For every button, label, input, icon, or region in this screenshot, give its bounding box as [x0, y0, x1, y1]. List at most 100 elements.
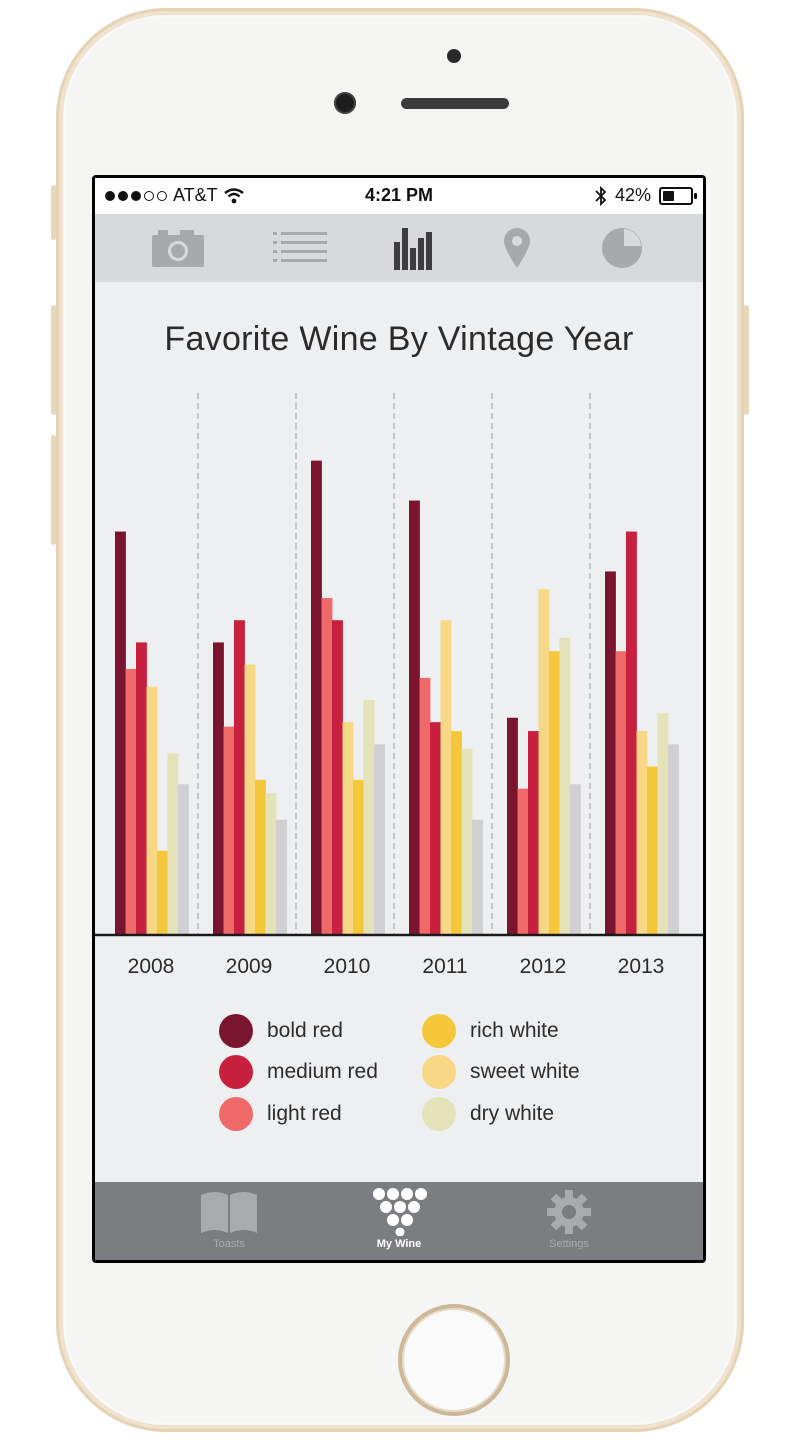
bar [430, 722, 441, 935]
bar [440, 620, 452, 935]
bar [461, 748, 473, 935]
bar [419, 677, 431, 935]
bar [276, 819, 287, 935]
bar [636, 731, 648, 935]
x-tick-label: 2011 [422, 955, 467, 978]
bar [125, 669, 137, 935]
tab-toasts-label: Toasts [213, 1238, 245, 1250]
bar [647, 766, 658, 935]
bar [234, 620, 245, 935]
nav-bar-chart[interactable] [384, 224, 444, 272]
legend-label: sweet white [470, 1060, 580, 1083]
bar [570, 784, 581, 935]
bar [472, 819, 483, 935]
legend-label: dry white [470, 1102, 555, 1125]
bar [136, 642, 147, 935]
wifi-icon [223, 187, 244, 203]
volume-up-button[interactable] [51, 305, 56, 415]
front-camera-icon [334, 92, 356, 114]
app-content: AT&T 4:21 PM 42% [95, 178, 703, 1260]
legend-swatch [422, 1014, 456, 1048]
bar-chart-icon [394, 228, 432, 270]
carrier-name: AT&T [173, 185, 218, 205]
grapes-icon [373, 1188, 427, 1236]
book-icon [201, 1192, 257, 1233]
bar [342, 722, 354, 935]
list-icon [273, 232, 327, 262]
nav-location[interactable] [487, 224, 547, 272]
bar [374, 744, 385, 935]
battery-icon [659, 186, 697, 205]
bar [115, 531, 126, 935]
status-left: AT&T [105, 185, 244, 206]
legend-label: rich white [470, 1019, 559, 1042]
bar [528, 731, 539, 935]
bar [605, 571, 616, 935]
gear-icon [547, 1190, 591, 1234]
signal-dot [105, 190, 115, 201]
legend-swatch [422, 1097, 456, 1131]
bar [213, 642, 224, 935]
tab-settings-label: Settings [549, 1238, 589, 1250]
status-right: 42% [595, 185, 697, 206]
pie-chart-icon [602, 228, 642, 268]
bar [363, 700, 375, 935]
bar [255, 779, 266, 935]
bar-chart: 2008 2009 2010 2011 2012 2013 [95, 393, 703, 978]
bar [626, 531, 637, 935]
mute-switch[interactable] [51, 185, 56, 240]
bar [507, 717, 518, 935]
bar [157, 850, 168, 935]
bluetooth-icon [595, 185, 607, 206]
status-bar: AT&T 4:21 PM 42% [95, 178, 703, 214]
camera-icon [152, 230, 204, 267]
signal-dot [157, 190, 167, 201]
nav-list[interactable] [270, 224, 330, 272]
screen: AT&T 4:21 PM 42% [92, 175, 706, 1263]
home-button[interactable] [398, 1304, 510, 1416]
bar [549, 651, 560, 935]
bar [146, 686, 158, 935]
legend-label: bold red [267, 1019, 343, 1042]
signal-dot [144, 190, 154, 201]
legend-label: medium red [267, 1060, 378, 1083]
tab-toasts[interactable]: Toasts [159, 1188, 299, 1256]
signal-dot [118, 190, 128, 201]
legend-item: light red [219, 1097, 342, 1131]
x-tick-label: 2009 [226, 955, 273, 978]
x-tick-label: 2013 [618, 955, 665, 978]
legend-item: medium red [219, 1055, 378, 1089]
volume-down-button[interactable] [51, 435, 56, 545]
chart-legend: bold red medium red light red rich white swe… [95, 1014, 703, 1154]
bar [223, 726, 235, 935]
x-tick-label: 2012 [520, 955, 567, 978]
legend-swatch [219, 1097, 253, 1131]
battery-percent: 42% [614, 185, 651, 205]
tab-my-wine-label: My Wine [376, 1238, 422, 1250]
tab-settings[interactable]: Settings [499, 1188, 639, 1256]
tab-bar: Toasts My Wine [95, 1182, 703, 1260]
nav-camera[interactable] [148, 224, 208, 272]
legend-item: sweet white [422, 1055, 580, 1089]
signal-strength-icon [105, 190, 167, 201]
chart-title: Favorite Wine By Vintage Year [164, 320, 634, 358]
bar [668, 744, 679, 935]
battery-level [663, 190, 674, 201]
bar [559, 637, 571, 935]
x-tick-label: 2008 [128, 955, 175, 978]
battery-tip [694, 192, 697, 199]
location-pin-icon [504, 228, 530, 268]
legend-swatch [219, 1055, 253, 1089]
tab-my-wine[interactable]: My Wine [329, 1188, 469, 1256]
bar [167, 753, 179, 935]
signal-dot [131, 190, 141, 201]
nav-pie-chart[interactable] [592, 224, 652, 272]
bar [517, 788, 529, 935]
status-time: 4:21 PM [364, 185, 434, 205]
bar [265, 793, 277, 935]
bar [538, 589, 550, 935]
bar [311, 460, 322, 935]
power-button[interactable] [744, 305, 749, 415]
earpiece-speaker [401, 98, 509, 109]
legend-item: bold red [219, 1014, 343, 1048]
